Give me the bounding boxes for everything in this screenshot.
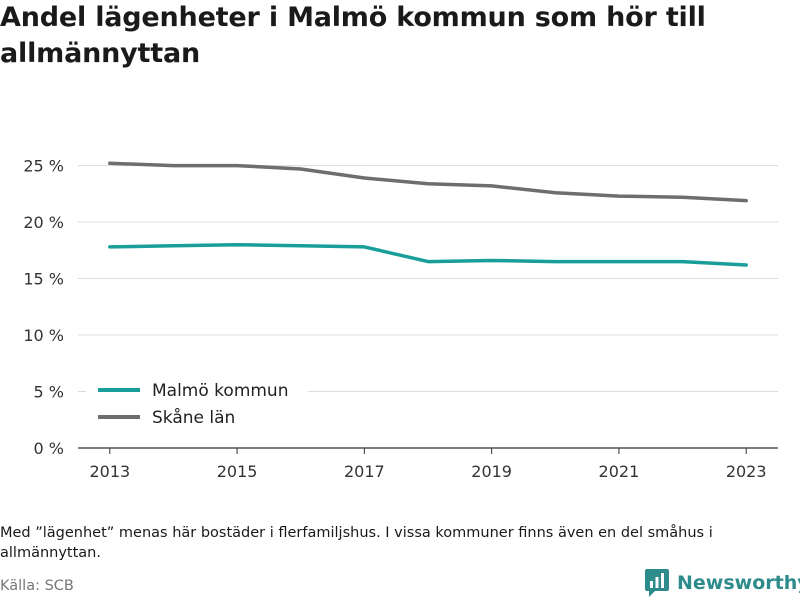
- legend-label: Malmö kommun: [152, 381, 288, 401]
- y-tick-label: 20 %: [23, 213, 64, 232]
- source-text: Källa: SCB: [0, 578, 74, 594]
- series-line-1: [108, 161, 748, 203]
- y-tick-label: 15 %: [23, 270, 64, 289]
- legend-background: [86, 372, 308, 430]
- series-line-0: [108, 242, 748, 267]
- x-axis-ticks: 2013 2015 2017 2019 2021 2023: [89, 448, 767, 481]
- x-tick-label: 2021: [599, 462, 640, 481]
- y-tick-label: 25 %: [23, 157, 64, 176]
- legend-label: Skåne län: [152, 407, 235, 428]
- brand-name: Newsworthy: [677, 572, 800, 594]
- x-tick-label: 2013: [89, 462, 130, 481]
- y-axis-ticks: 0 % 5 % 10 % 15 % 20 % 25 %: [23, 157, 64, 458]
- brand-logo: Newsworthy: [645, 569, 800, 597]
- x-tick-label: 2015: [217, 462, 258, 481]
- legend: Malmö kommun Skåne län: [86, 372, 308, 430]
- series-lines: [108, 161, 748, 267]
- x-tick-label: 2017: [344, 462, 385, 481]
- y-tick-label: 10 %: [23, 326, 64, 345]
- chart-title: Andel lägenheter i Malmö kommun som hör …: [0, 2, 706, 69]
- newsworthy-logo-icon: [645, 569, 669, 597]
- x-tick-label: 2023: [726, 462, 767, 481]
- chart-note: Med ”lägenhet” menas här bostäder i fler…: [0, 525, 713, 561]
- x-tick-label: 2019: [471, 462, 512, 481]
- line-chart: 0 %5 %10 %15 %20 %25 % 2013 2015 2017 2019 2…: [23, 157, 778, 481]
- y-tick-label: 5 %: [34, 383, 64, 402]
- y-tick-label: 0 %: [34, 439, 64, 458]
